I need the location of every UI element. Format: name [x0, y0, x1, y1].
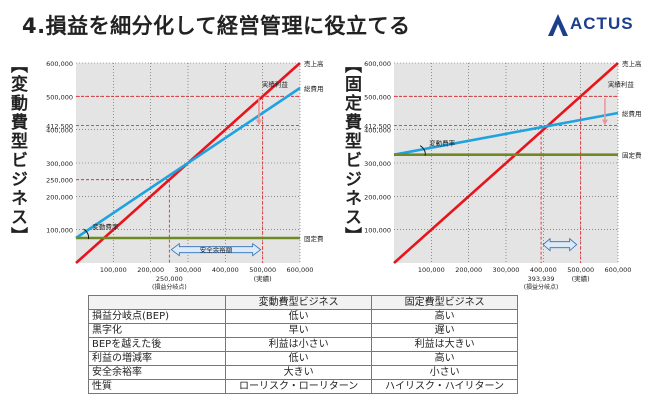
table-cell: 小さい: [371, 365, 518, 380]
x-tick-label: 200,000: [455, 266, 482, 274]
actual-profit-label: 実績利益: [608, 79, 635, 88]
safety-margin-label: 安全余裕額: [200, 245, 233, 254]
y-tick-label: 300,000: [46, 160, 73, 168]
series-label: 売上高: [304, 59, 324, 68]
table-cell: 利益は小さい: [224, 337, 373, 352]
right-chart: 100,000200,000300,000400,000412,500500,0…: [364, 59, 642, 291]
safety-margin-arrow: [170, 242, 262, 257]
variable-ratio-label: 変動費率: [92, 222, 119, 231]
x-tick-label: 300,000: [493, 266, 520, 274]
table-header-variable: 変動費型ビジネス: [224, 295, 373, 310]
bep-value-label: 393,939: [528, 275, 555, 283]
y-tick-label: 100,000: [46, 227, 73, 235]
series-label: 固定費: [304, 234, 324, 243]
table-cell: 低い: [224, 351, 373, 366]
table-cell: 低い: [224, 309, 373, 324]
series-label: 総費用: [622, 109, 642, 118]
right-chart-label: 【固定費型ビジネス】: [341, 56, 361, 246]
y-tick-label: 100,000: [364, 227, 391, 235]
y-tick-label: 412,500: [46, 123, 73, 131]
x-tick-label: 500,000: [567, 266, 594, 274]
table-row-label: 性質: [88, 379, 226, 394]
table-header-blank: [88, 295, 226, 310]
y-tick-label: 400,000: [46, 127, 73, 135]
actus-logo-icon: [548, 14, 568, 36]
series-label: 売上高: [622, 59, 642, 68]
table-cell: 高い: [371, 351, 518, 366]
series-line: [393, 111, 619, 156]
page-title: 4.損益を細分化して経営管理に役立てる: [22, 14, 411, 38]
x-tick-label: 300,000: [175, 266, 202, 274]
y-tick-label: 200,000: [364, 193, 391, 201]
table-header-fixed: 固定費型ビジネス: [371, 295, 518, 310]
table-cell: 高い: [371, 309, 518, 324]
table-row: 損益分岐点(BEP) 低い 高い: [88, 309, 518, 324]
table-header-row: 変動費型ビジネス 固定費型ビジネス: [88, 295, 518, 310]
table-row: 安全余裕率 大きい 小さい: [88, 365, 518, 380]
left-chart: 100,000200,000250,000300,000400,000412,5…: [46, 59, 324, 291]
series-line: [75, 86, 301, 240]
table-cell: 遅い: [371, 323, 518, 338]
y-tick-label: 250,000: [46, 177, 73, 185]
table-cell: 利益は大きい: [371, 337, 518, 352]
y-tick-label: 600,000: [364, 60, 391, 68]
x-tick-label: 500,000: [249, 266, 276, 274]
safety-margin-arrow: [542, 237, 578, 252]
y-tick-label: 500,000: [364, 93, 391, 101]
bep-caption: (損益分岐点): [524, 283, 559, 291]
actual-profit-arrowhead: [601, 119, 608, 126]
table-cell: 大きい: [224, 365, 373, 380]
table-row: 利益の増減率 低い 高い: [88, 351, 518, 366]
y-tick-label: 400,000: [364, 127, 391, 135]
x-tick-label: 200,000: [137, 266, 164, 274]
table-row-label: 黒字化: [88, 323, 226, 338]
table-row: 黒字化 早い 遅い: [88, 323, 518, 338]
bep-value-label: 250,000: [156, 275, 183, 283]
y-tick-label: 412,500: [364, 123, 391, 131]
y-tick-label: 200,000: [46, 193, 73, 201]
table-row: 性質 ローリスク・ローリターン ハイリスク・ハイリターン: [88, 379, 518, 394]
bep-caption: (損益分岐点): [152, 283, 187, 291]
actual-caption: (実績): [572, 274, 590, 283]
left-chart-label: 【変動費型ビジネス】: [7, 56, 27, 246]
y-tick-label: 300,000: [364, 160, 391, 168]
x-tick-label: 400,000: [530, 266, 557, 274]
table-row-label: 損益分岐点(BEP): [88, 309, 226, 324]
x-tick-label: 100,000: [418, 266, 445, 274]
logo: ACTUS: [548, 14, 648, 38]
x-tick-label: 400,000: [212, 266, 239, 274]
variable-ratio-label: 変動費率: [429, 139, 456, 148]
actual-caption: (実績): [254, 274, 272, 283]
x-tick-label: 600,000: [287, 266, 314, 274]
table-cell: ローリスク・ローリターン: [224, 379, 373, 394]
table-row: BEPを越えた後 利益は小さい 利益は大きい: [88, 337, 518, 352]
x-tick-label: 600,000: [605, 266, 632, 274]
series-label: 固定費: [622, 151, 642, 160]
variable-ratio-arc: [419, 145, 426, 156]
variable-ratio-arc: [83, 228, 90, 240]
table-cell: 早い: [224, 323, 373, 338]
table-row-label: BEPを越えた後: [88, 337, 226, 352]
y-tick-label: 600,000: [46, 60, 73, 68]
x-tick-label: 100,000: [100, 266, 127, 274]
y-tick-label: 500,000: [46, 93, 73, 101]
logo-text: ACTUS: [570, 14, 634, 33]
series-label: 総費用: [304, 84, 324, 93]
table-row-label: 利益の増減率: [88, 351, 226, 366]
series-line: [393, 62, 619, 264]
actual-profit-arrowhead: [255, 119, 262, 126]
comparison-table: 変動費型ビジネス 固定費型ビジネス 損益分岐点(BEP) 低い 高い 黒字化 早…: [88, 295, 518, 394]
table-cell: ハイリスク・ハイリターン: [371, 379, 518, 394]
table-row-label: 安全余裕率: [88, 365, 226, 380]
actual-profit-label: 実績利益: [262, 79, 289, 88]
